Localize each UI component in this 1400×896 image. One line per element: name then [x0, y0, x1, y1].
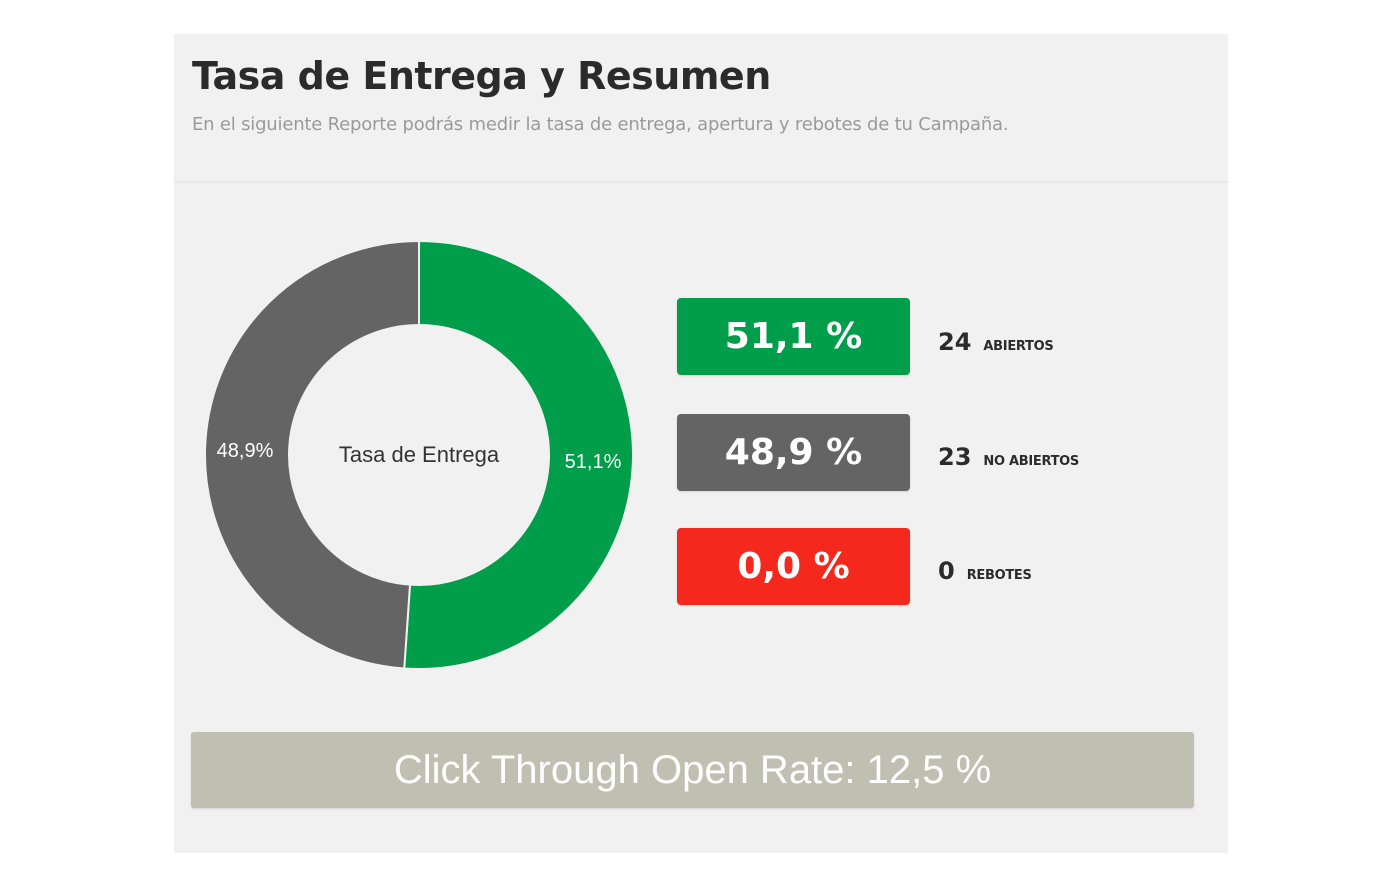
report-panel: Tasa de Entrega y Resumen En el siguient… [174, 34, 1228, 853]
stat-label: REBOTES [966, 568, 1032, 583]
delivery-donut-chart: Tasa de Entrega 51,1% 48,9% [204, 239, 634, 670]
slice-label-abiertos: 51,1% [565, 451, 622, 473]
stat-count: 24 [938, 328, 972, 356]
page-title: Tasa de Entrega y Resumen [192, 54, 771, 98]
stat-rebotes: 0 REBOTES [938, 557, 1032, 585]
slice-no-abiertos [204, 239, 420, 670]
ctor-text: Click Through Open Rate: 12,5 % [393, 747, 992, 792]
stat-count: 0 [938, 557, 955, 585]
bounce-rate-value: 0,0 % [737, 546, 850, 587]
click-through-open-rate-bar: Click Through Open Rate: 12,5 % [191, 732, 1194, 808]
not-opened-rate-badge: 48,9 % [677, 414, 910, 491]
slice-label-no-abiertos: 48,9% [217, 440, 274, 462]
bounce-rate-badge: 0,0 % [677, 528, 910, 605]
donut-center-label: Tasa de Entrega [339, 442, 500, 467]
open-rate-value: 51,1 % [724, 316, 863, 357]
stat-count: 23 [938, 443, 972, 471]
stat-label: NO ABIERTOS [983, 454, 1079, 469]
stat-no-abiertos: 23 NO ABIERTOS [938, 443, 1079, 471]
slice-abiertos [403, 239, 634, 670]
not-opened-rate-value: 48,9 % [724, 432, 863, 473]
stat-abiertos: 24 ABIERTOS [938, 328, 1054, 356]
stat-label: ABIERTOS [983, 339, 1054, 354]
report-header: Tasa de Entrega y Resumen En el siguient… [174, 34, 1228, 183]
open-rate-badge: 51,1 % [677, 298, 910, 375]
page-subtitle: En el siguiente Reporte podrás medir la … [192, 114, 1009, 135]
